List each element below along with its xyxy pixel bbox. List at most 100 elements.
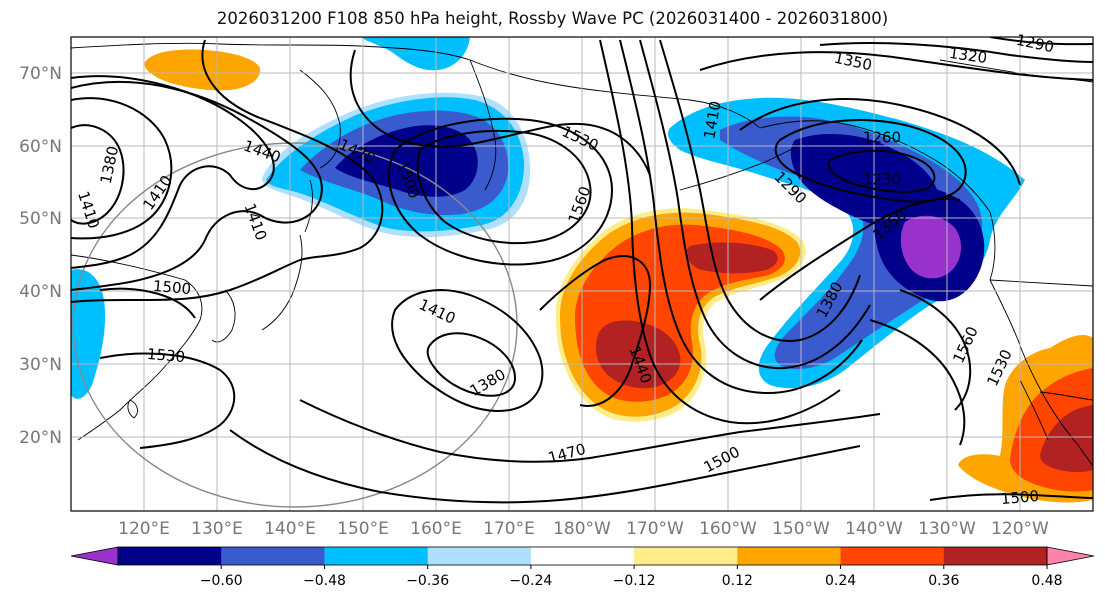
colorbar-extend-low: [70, 546, 119, 566]
contour-1230-low: [827, 149, 936, 193]
lat-label-70n: 70°N: [19, 64, 62, 84]
colorbar-tick-label: −0.24: [509, 573, 552, 589]
coast-bc: [989, 211, 996, 281]
map-frame: [70, 36, 1094, 512]
lon-label-140w: 140°W: [845, 519, 903, 539]
contour-1470: [71, 81, 323, 291]
coast-taiwan: [127, 399, 138, 419]
contour-1500-mexico: [929, 493, 1093, 501]
contour-1380-trough: [759, 197, 961, 301]
anomaly-neg-bc-5: [900, 215, 962, 279]
colorbar-segment: [530, 547, 635, 565]
lon-label-170w: 170°W: [626, 519, 684, 539]
lon-label-120w: 120°W: [991, 519, 1049, 539]
lon-label-140e: 140°E: [264, 519, 316, 539]
anomaly-neg-arctic: [360, 37, 470, 71]
contour-1500-south: [229, 429, 861, 504]
coast-siberia: [71, 42, 761, 129]
contour-1290-alaska: [739, 98, 1021, 186]
coast-sakhalin: [304, 179, 313, 233]
colorbar-segment: [324, 547, 429, 565]
lon-label-130w: 130°W: [918, 519, 976, 539]
colorbar-segment: [118, 547, 222, 565]
contour-1530-east: [869, 319, 966, 446]
coast-baja: [1019, 379, 1049, 441]
colorbar-tick-label: −0.36: [406, 573, 449, 589]
colorbar-outline: [117, 546, 1048, 566]
contour-1290-top: [989, 37, 1093, 46]
colorbar-tick-label: −0.12: [613, 573, 656, 589]
colorbar-segment: [221, 547, 325, 565]
colorbar-segment: [634, 547, 738, 565]
lat-label-60n: 60°N: [19, 137, 62, 157]
lat-label-40n: 40°N: [19, 282, 62, 302]
contour-label-1500-mexico: 1500: [1000, 487, 1040, 508]
contour-label-1230: 1230: [863, 171, 901, 189]
lat-label-50n: 50°N: [19, 209, 62, 229]
contour-1440: [71, 75, 275, 269]
coast-alaska: [759, 120, 991, 213]
colorbar-tick-label: 0.36: [928, 573, 959, 589]
longitude-labels: 120°E 130°E 140°E 150°E 160°E 170°E 180°…: [118, 519, 1049, 539]
contour-1530-china: [99, 352, 236, 449]
colorbar-extend-high: [1046, 546, 1095, 566]
contour-1350-top: [699, 51, 1093, 81]
colorbar-segment: [943, 547, 1048, 565]
contour-1530-north: [349, 49, 651, 176]
anomaly-shading: [71, 37, 1093, 503]
contour-1560-a: [416, 129, 592, 245]
colorbar: −0.60 −0.48 −0.36 −0.24 −0.12 0.12 0.24 0.36 0.4…: [70, 546, 1095, 589]
lat-label-20n: 20°N: [19, 428, 62, 448]
contour-1560-east: [899, 289, 972, 411]
lon-label-150e: 150°E: [337, 519, 389, 539]
colorbar-tick-label: 0.12: [722, 573, 753, 589]
contour-1410-west: [71, 97, 173, 240]
contour-1500: [71, 39, 384, 303]
anomaly-pos-central-4b: [686, 242, 778, 274]
contour-1380-west: [71, 124, 125, 225]
contour-1410-pacific: [391, 289, 544, 412]
contour-1410-ridge: [659, 39, 861, 342]
contour-label-1530-china: 1530: [146, 345, 186, 366]
colorbar-segment: [427, 547, 532, 565]
map-title: 2026031200 F108 850 hPa height, Rossby W…: [216, 9, 889, 28]
contour-1530-closed: [388, 117, 614, 266]
coast-us-west: [989, 279, 1093, 467]
contour-1470-south: [299, 399, 881, 463]
contour-label-1500-china: 1500: [152, 277, 192, 298]
lat-label-30n: 30°N: [19, 355, 62, 375]
latitude-labels: 70°N 60°N 50°N 40°N 30°N 20°N: [19, 64, 62, 448]
anomaly-pos-central-4a: [595, 320, 681, 389]
graticule: [71, 37, 1093, 511]
coast-aleutians: [679, 144, 801, 191]
anomaly-neg-okhotsk-4: [335, 125, 478, 197]
contour-1380-pacific: [426, 332, 517, 397]
colorbar-tick-label: 0.48: [1031, 573, 1062, 589]
lon-label-150w: 150°W: [772, 519, 830, 539]
lon-label-120e: 120°E: [118, 519, 170, 539]
colorbar-segment: [840, 547, 945, 565]
colorbar-tick-label: −0.48: [303, 573, 346, 589]
contour-1500-china: [99, 287, 196, 319]
coast-japan: [261, 234, 303, 331]
border-us-mexico: [1039, 391, 1093, 401]
border-us-canada: [989, 279, 1093, 287]
anomaly-pos-arctic: [144, 49, 261, 91]
map-panel: [71, 37, 1093, 511]
colorbar-tick-label: −0.60: [200, 573, 243, 589]
lon-label-160e: 160°E: [410, 519, 462, 539]
lon-label-170e: 170°E: [483, 519, 535, 539]
contour-1320-top: [819, 42, 1093, 63]
contour-1260-low: [774, 119, 967, 203]
lon-label-180w: 180°W: [553, 519, 611, 539]
coast-okhotsk: [299, 69, 341, 169]
contour-1500-ridge: [599, 39, 841, 425]
contour-1440-ridge: [639, 39, 871, 370]
colorbar-segment: [737, 547, 842, 565]
lon-label-160w: 160°W: [699, 519, 757, 539]
lon-label-130e: 130°E: [191, 519, 243, 539]
height-contours: [71, 37, 1093, 504]
contour-label-1320: 1320: [948, 44, 988, 67]
contour-label-1260: 1260: [863, 129, 901, 147]
